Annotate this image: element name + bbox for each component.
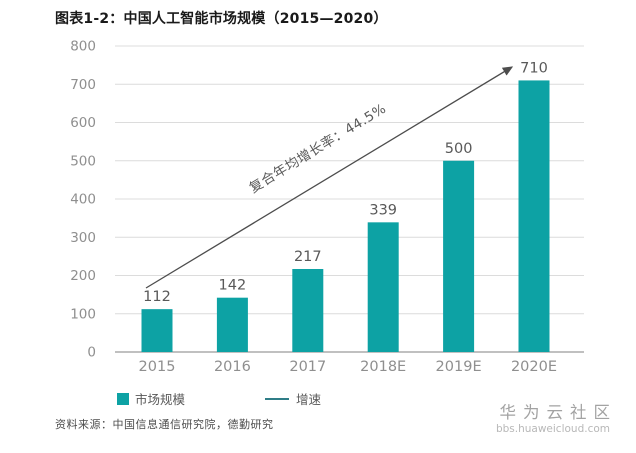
x-tick-label-2018E: 2018E xyxy=(360,359,406,375)
bar-value-label-2020E: 710 xyxy=(520,60,548,76)
bar-value-label-2016: 142 xyxy=(219,278,247,294)
y-tick-label-0: 0 xyxy=(87,345,96,361)
y-tick-label-300: 300 xyxy=(70,230,96,246)
y-tick-label-400: 400 xyxy=(70,192,96,208)
x-axis-tick-labels: 2015 2016 2017 2018E 2019E 2020E xyxy=(139,359,557,375)
bar-series-swatch-icon xyxy=(117,392,129,405)
y-axis-tick-labels: 0 100 200 300 400 500 600 700 800 xyxy=(70,39,96,361)
x-tick-label-2015: 2015 xyxy=(139,359,176,375)
legend-item-growth-rate: 增速 xyxy=(265,389,321,408)
bar-2015 xyxy=(141,309,173,352)
chart-legend: 市场规模 增速 xyxy=(117,389,577,408)
bar-value-label-2018E: 339 xyxy=(369,202,397,218)
bar-value-label-2019E: 500 xyxy=(445,141,473,157)
growth-arrow-line xyxy=(145,66,514,289)
bars xyxy=(141,80,550,353)
y-tick-label-200: 200 xyxy=(70,268,96,284)
watermark-site-url: bbs.huaweicloud.com xyxy=(495,423,610,435)
x-tick-label-2016: 2016 xyxy=(214,359,251,375)
bar-value-label-2015: 112 xyxy=(143,289,171,305)
bar-2016 xyxy=(216,297,248,352)
watermark: 华为云社区 bbs.huaweicloud.com xyxy=(496,403,610,436)
line-series-swatch-icon xyxy=(265,397,289,400)
legend-item-market-size: 市场规模 xyxy=(117,389,185,408)
bar-2019E xyxy=(443,160,475,352)
x-tick-label-2017: 2017 xyxy=(289,359,326,375)
bar-2020E xyxy=(518,80,550,353)
y-tick-label-800: 800 xyxy=(70,39,96,55)
y-tick-label-600: 600 xyxy=(70,115,96,131)
bar-value-labels: 112 142 217 339 500 710 xyxy=(143,60,548,305)
bar-2017 xyxy=(292,268,324,352)
bar-value-label-2017: 217 xyxy=(294,249,322,265)
x-tick-label-2019E: 2019E xyxy=(436,359,482,375)
x-tick-label-2020E: 2020E xyxy=(511,359,557,375)
gridlines xyxy=(115,45,584,353)
y-tick-label-700: 700 xyxy=(70,77,96,93)
legend-label-growth-rate: 增速 xyxy=(296,392,322,407)
y-tick-label-500: 500 xyxy=(70,153,96,169)
source-note: 资料来源：中国信息通信研究院，德勤研究 xyxy=(55,418,274,431)
bar-2018E xyxy=(367,222,399,352)
legend-label-market-size: 市场规模 xyxy=(135,392,186,407)
chart-title: 图表1-2：中国人工智能市场规模（2015—2020） xyxy=(55,11,388,27)
cagr-annotation: 复合年均增长率：44.5% xyxy=(246,100,389,197)
watermark-site-name: 华为云社区 xyxy=(499,403,617,422)
y-tick-label-100: 100 xyxy=(70,306,96,322)
